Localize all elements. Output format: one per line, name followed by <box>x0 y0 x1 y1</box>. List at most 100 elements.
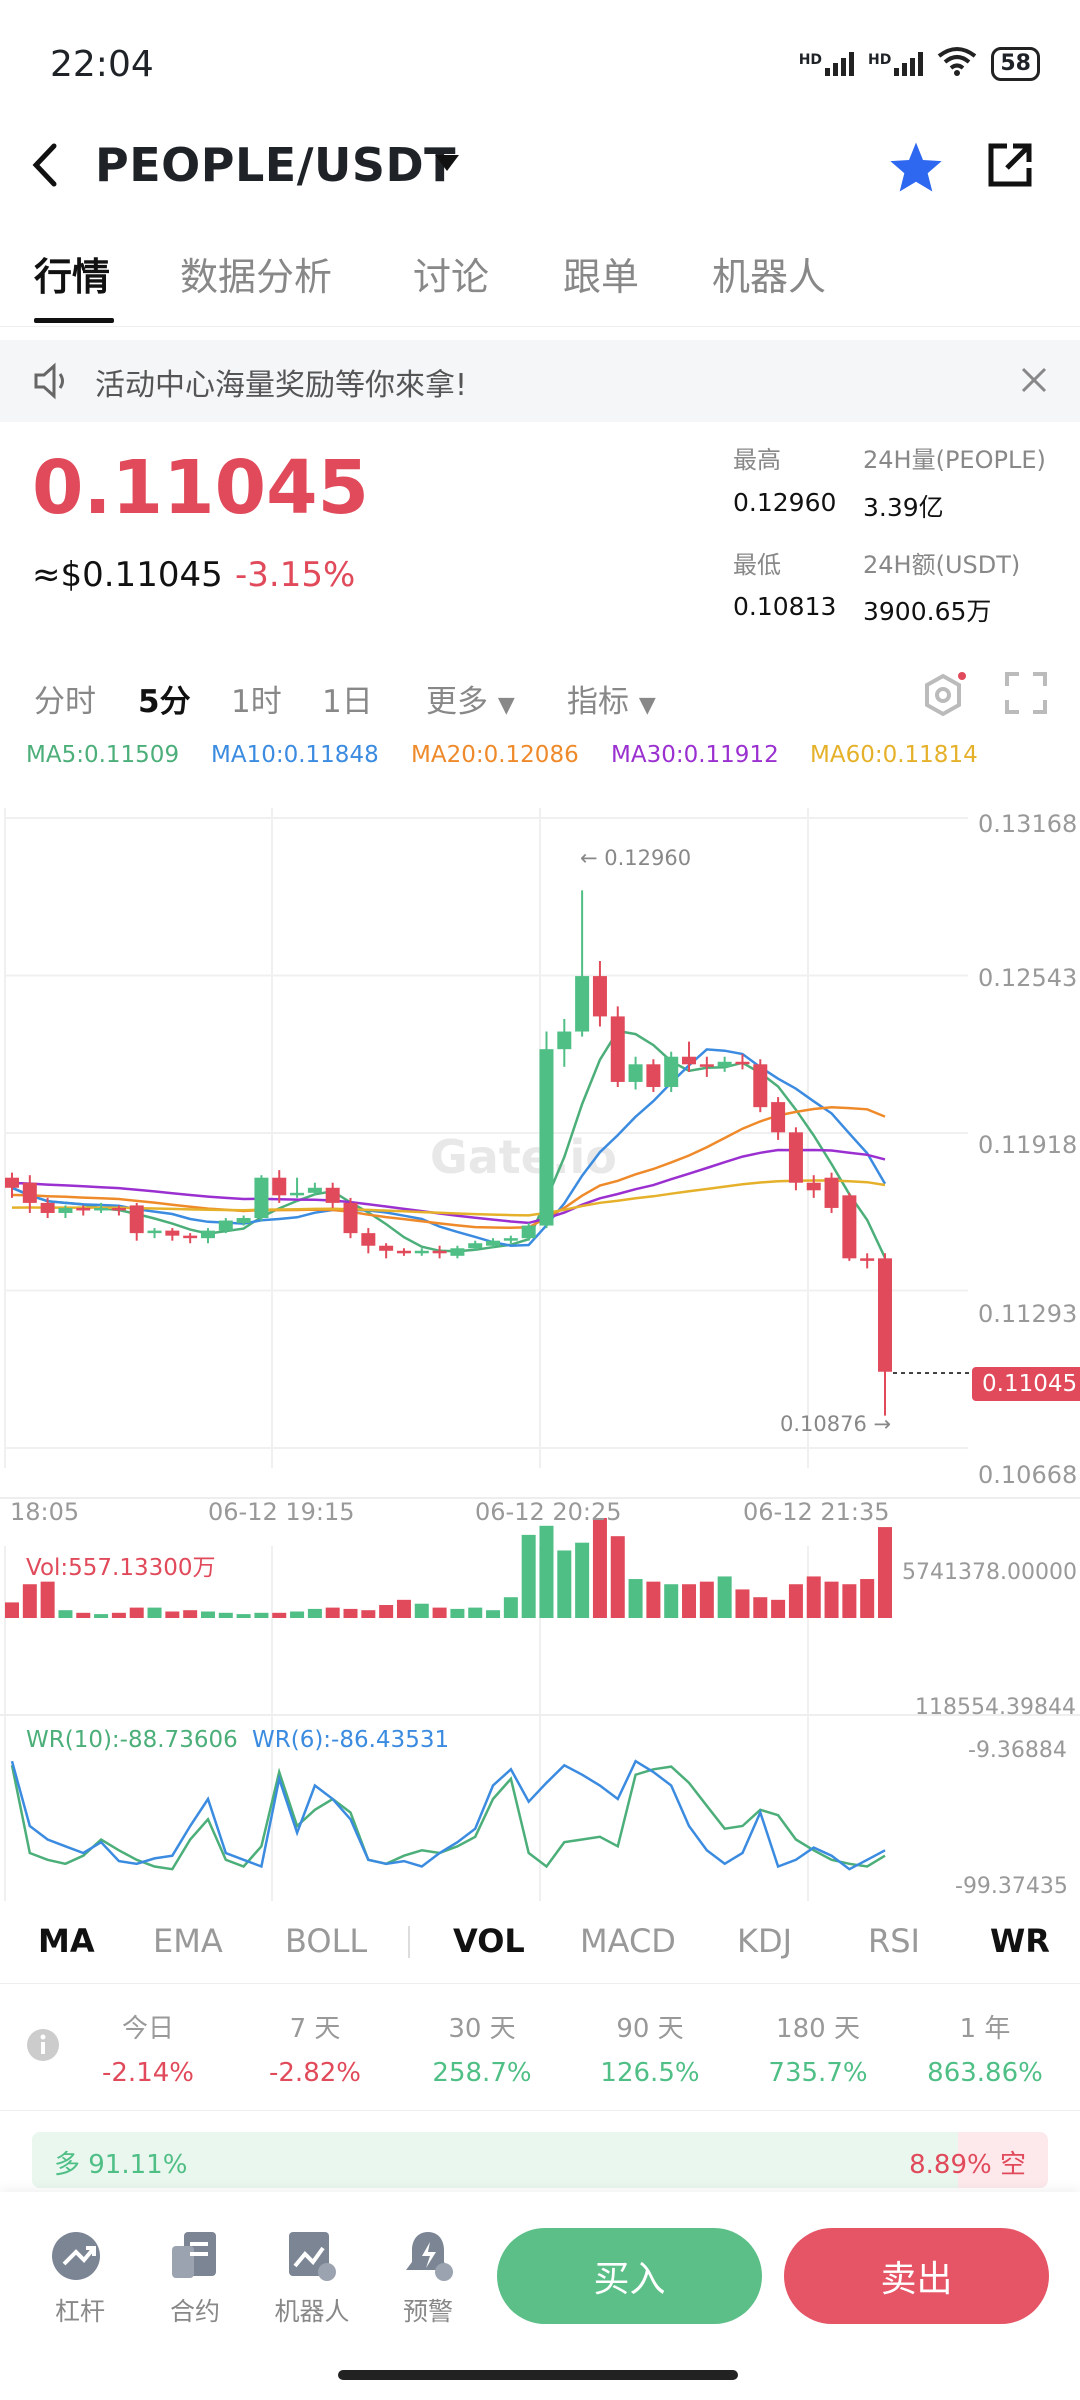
share-icon[interactable] <box>985 140 1035 194</box>
indicator-ema[interactable]: EMA <box>153 1922 223 1960</box>
volume-bar <box>272 1612 287 1618</box>
volume-bar <box>699 1581 714 1618</box>
indicator-macd[interactable]: MACD <box>580 1922 676 1960</box>
performance-value: 258.7% <box>432 2058 532 2088</box>
volume-bar <box>40 1581 55 1618</box>
candle <box>824 1177 839 1208</box>
timeframe-line[interactable]: 分时 <box>34 684 96 720</box>
tab-bots[interactable]: 机器人 <box>712 255 827 299</box>
volume-bar <box>468 1607 483 1618</box>
notice-bar[interactable]: 活动中心海量奖励等你來拿! <box>0 340 1080 422</box>
timeframe-5m[interactable]: 5分 <box>138 684 191 720</box>
candle <box>414 1250 429 1254</box>
performance-period: 1 年 <box>959 2014 1011 2044</box>
nav-bot[interactable]: 机器人 <box>274 2297 350 2326</box>
indicator-ma[interactable]: MA <box>38 1922 95 1960</box>
price-change: -3.15% <box>235 555 356 595</box>
high-label: 最高 <box>733 446 781 474</box>
volume-bar <box>325 1607 340 1618</box>
price-chart[interactable]: Gate.io <box>0 808 1080 1903</box>
nav-contract[interactable]: 合约 <box>169 2297 220 2326</box>
home-indicator[interactable] <box>338 2370 738 2380</box>
volume-min: 118554.39844 <box>915 1695 1076 1720</box>
volume-label: 24H量(PEOPLE) <box>863 446 1046 474</box>
performance-value: -2.82% <box>269 2058 361 2088</box>
contract-icon[interactable] <box>166 2228 222 2288</box>
indicators-menu[interactable]: 指标 ▼ <box>567 684 656 720</box>
volume-bar <box>254 1612 269 1618</box>
favorite-star-icon[interactable] <box>888 140 944 198</box>
candle <box>307 1187 322 1193</box>
alert-icon[interactable] <box>400 2228 456 2288</box>
long-ratio: 多 91.11% <box>54 2150 188 2180</box>
candle <box>771 1102 786 1133</box>
candle <box>646 1064 661 1087</box>
buy-button[interactable]: 买入 <box>497 2228 762 2324</box>
candle <box>22 1182 37 1203</box>
timeframe-1d[interactable]: 1日 <box>322 684 373 720</box>
performance-value: 126.5% <box>600 2058 700 2088</box>
candle <box>379 1245 394 1251</box>
ma60-label: MA60:0.11814 <box>810 742 978 768</box>
performance-period: 180 天 <box>776 2014 860 2044</box>
volume-bar <box>539 1525 554 1618</box>
candle <box>806 1182 821 1191</box>
ma-line-60 <box>11 1179 886 1217</box>
long-fill <box>32 2132 958 2188</box>
timeframe-more[interactable]: 更多 ▼ <box>426 684 515 720</box>
volume-bar <box>592 1518 607 1618</box>
candle <box>842 1195 857 1259</box>
info-icon[interactable] <box>26 2028 60 2066</box>
volume-bar <box>396 1599 411 1618</box>
tab-data-analysis[interactable]: 数据分析 <box>180 255 333 299</box>
candle <box>325 1187 340 1203</box>
indicator-boll[interactable]: BOLL <box>285 1922 368 1960</box>
volume-bar <box>5 1602 19 1618</box>
caret-down-icon[interactable] <box>435 155 459 177</box>
price-tick: 0.12543 <box>978 964 1078 992</box>
nav-alert[interactable]: 预警 <box>402 2297 453 2326</box>
candle <box>432 1250 447 1254</box>
candle <box>58 1207 73 1213</box>
wr10-label: WR(10):-88.73606 <box>26 1727 238 1753</box>
indicator-vol[interactable]: VOL <box>453 1922 525 1960</box>
volume-bar <box>147 1607 162 1618</box>
tab-market[interactable]: 行情 <box>34 255 111 299</box>
low-annotation: 0.10876 → <box>780 1412 892 1436</box>
candle <box>521 1225 536 1239</box>
timeframe-1h[interactable]: 1时 <box>231 684 282 720</box>
divider <box>408 1926 410 1958</box>
ma20-label: MA20:0.12086 <box>411 742 579 768</box>
signal-icon-1: HD <box>799 51 855 76</box>
wr6-line <box>10 1759 886 1871</box>
performance-period: 30 天 <box>448 2014 516 2044</box>
bot-icon[interactable] <box>283 2228 339 2288</box>
back-icon[interactable] <box>30 142 60 192</box>
nav-leverage[interactable]: 杠杆 <box>54 2297 105 2326</box>
pair-title[interactable]: PEOPLE/USDT <box>95 138 457 192</box>
performance-period: 7 天 <box>289 2014 341 2044</box>
wr-max: -9.36884 <box>968 1738 1067 1763</box>
tab-discussion[interactable]: 讨论 <box>413 255 490 299</box>
volume-bar <box>842 1584 857 1618</box>
chart-settings-icon[interactable] <box>920 672 966 722</box>
indicator-rsi[interactable]: RSI <box>868 1922 920 1960</box>
close-icon[interactable] <box>1020 366 1048 398</box>
ma-line-30 <box>11 1148 886 1225</box>
volume-bar <box>379 1605 394 1618</box>
low-value: 0.10813 <box>733 592 837 621</box>
ma-line-10 <box>11 1048 887 1247</box>
sell-button[interactable]: 卖出 <box>784 2228 1049 2324</box>
fullscreen-icon[interactable] <box>1005 672 1047 718</box>
volume-bar <box>682 1584 697 1618</box>
candle <box>76 1207 91 1211</box>
candle <box>147 1230 162 1234</box>
candle <box>539 1049 554 1226</box>
volume-bar <box>664 1584 679 1618</box>
low-label: 最低 <box>733 551 781 579</box>
volume-max: 5741378.00000 <box>902 1560 1077 1585</box>
indicator-wr[interactable]: WR <box>990 1922 1050 1960</box>
tab-copy-trading[interactable]: 跟单 <box>563 255 640 299</box>
indicator-kdj[interactable]: KDJ <box>737 1922 793 1960</box>
leverage-icon[interactable] <box>50 2228 110 2288</box>
